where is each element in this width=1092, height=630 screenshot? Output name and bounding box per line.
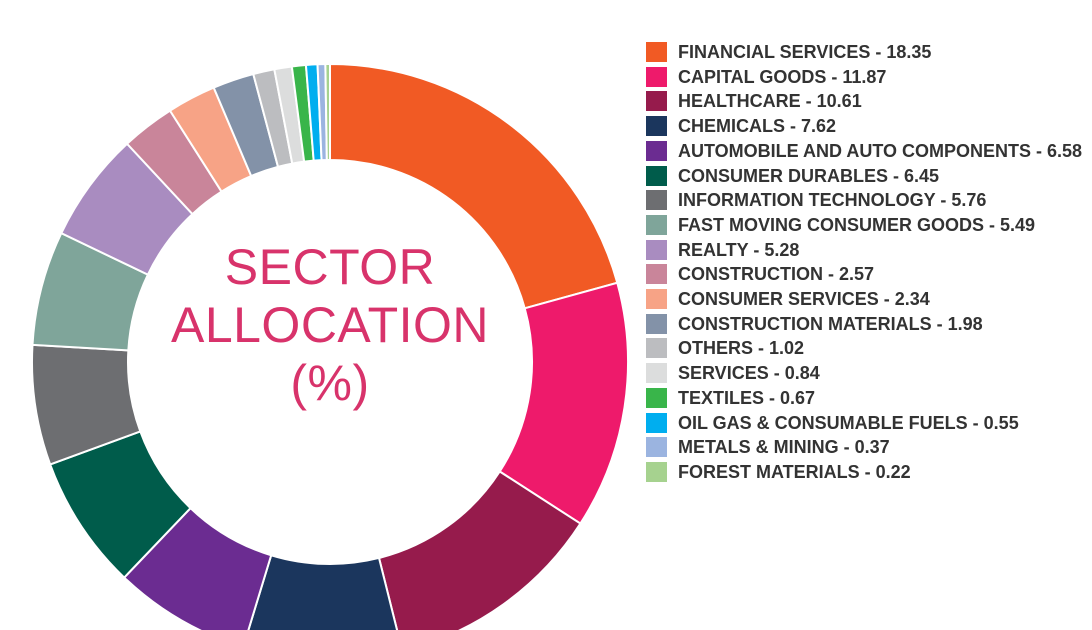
center-title-line-3: (%) xyxy=(290,355,370,411)
legend-swatch xyxy=(646,91,667,112)
legend-swatch xyxy=(646,214,667,235)
legend-label: OTHERS - 1.02 xyxy=(678,338,805,359)
legend-label: HEALTHCARE - 10.61 xyxy=(678,91,862,112)
legend-item: SERVICES - 0.84 xyxy=(646,361,1086,386)
legend-item: CONSTRUCTION MATERIALS - 1.98 xyxy=(646,312,1086,337)
legend-swatch xyxy=(646,140,667,161)
legend-swatch xyxy=(646,313,667,334)
legend-label: CHEMICALS - 7.62 xyxy=(678,116,837,137)
legend-label: CONSUMER DURABLES - 6.45 xyxy=(678,165,940,186)
legend-swatch xyxy=(646,66,667,87)
legend-label: CONSUMER SERVICES - 2.34 xyxy=(678,289,930,310)
legend-label: OIL GAS & CONSUMABLE FUELS - 0.55 xyxy=(678,412,1019,433)
chart-legend: FINANCIAL SERVICES - 18.35 CAPITAL GOODS… xyxy=(646,40,1086,485)
legend-swatch xyxy=(646,239,667,260)
legend-label: METALS & MINING - 0.37 xyxy=(678,437,890,458)
legend-swatch xyxy=(646,42,667,62)
legend-item: OIL GAS & CONSUMABLE FUELS - 0.55 xyxy=(646,411,1086,436)
legend-item: CONSUMER DURABLES - 6.45 xyxy=(646,164,1086,189)
legend-label: CONSTRUCTION MATERIALS - 1.98 xyxy=(678,313,983,334)
legend-label: REALTY - 5.28 xyxy=(678,239,800,260)
chart-center-title: SECTOR ALLOCATION (%) xyxy=(160,238,500,412)
legend-swatch xyxy=(646,461,667,482)
legend-label: CONSTRUCTION - 2.57 xyxy=(678,264,875,285)
legend-swatch xyxy=(646,264,667,285)
donut-slice xyxy=(324,62,331,162)
legend-swatch xyxy=(646,412,667,433)
legend-item: FOREST MATERIALS - 0.22 xyxy=(646,460,1086,485)
legend-swatch xyxy=(646,338,667,359)
legend-item: CONSUMER SERVICES - 2.34 xyxy=(646,287,1086,312)
legend-item: INFORMATION TECHNOLOGY - 5.76 xyxy=(646,188,1086,213)
legend-swatch xyxy=(646,387,667,408)
legend-item: AUTOMOBILE AND AUTO COMPONENTS - 6.58 xyxy=(646,139,1086,164)
donut-slice xyxy=(247,554,399,630)
center-title-line-2: ALLOCATION xyxy=(170,297,490,353)
donut-slice xyxy=(377,470,582,630)
legend-label: SERVICES - 0.84 xyxy=(678,363,820,384)
legend-item: TEXTILES - 0.67 xyxy=(646,386,1086,411)
legend-label: FOREST MATERIALS - 0.22 xyxy=(678,461,911,482)
legend-label: INFORMATION TECHNOLOGY - 5.76 xyxy=(678,190,987,211)
legend-label: AUTOMOBILE AND AUTO COMPONENTS - 6.58 xyxy=(678,140,1083,161)
legend-swatch xyxy=(646,437,667,458)
legend-label: TEXTILES - 0.67 xyxy=(678,387,816,408)
legend-item: CHEMICALS - 7.62 xyxy=(646,114,1086,139)
legend-swatch xyxy=(646,165,667,186)
legend-swatch xyxy=(646,363,667,384)
legend-label: FAST MOVING CONSUMER GOODS - 5.49 xyxy=(678,214,1036,235)
legend-item: FAST MOVING CONSUMER GOODS - 5.49 xyxy=(646,213,1086,238)
legend-item: CAPITAL GOODS - 11.87 xyxy=(646,65,1086,90)
legend-item: CONSTRUCTION - 2.57 xyxy=(646,262,1086,287)
legend-item: FINANCIAL SERVICES - 18.35 xyxy=(646,40,1086,65)
legend-swatch xyxy=(646,190,667,211)
legend-item: HEALTHCARE - 10.61 xyxy=(646,89,1086,114)
legend-label: FINANCIAL SERVICES - 18.35 xyxy=(678,42,932,62)
center-title-line-1: SECTOR xyxy=(224,239,436,295)
sector-donut-chart xyxy=(31,62,629,630)
legend-item: METALS & MINING - 0.37 xyxy=(646,435,1086,460)
legend-label: CAPITAL GOODS - 11.87 xyxy=(678,66,887,87)
legend-swatch xyxy=(646,116,667,137)
legend-item: OTHERS - 1.02 xyxy=(646,336,1086,361)
legend-swatch xyxy=(646,289,667,310)
legend-item: REALTY - 5.28 xyxy=(646,238,1086,263)
